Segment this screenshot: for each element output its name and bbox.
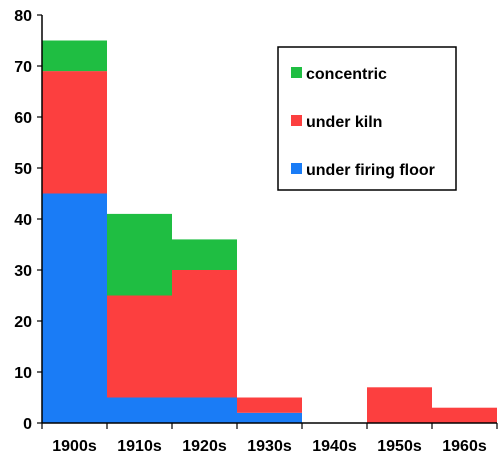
y-tick-label: 10 bbox=[14, 365, 32, 382]
bar-under-firing-floor-1900s bbox=[42, 193, 107, 423]
y-tick-label: 60 bbox=[14, 110, 32, 127]
legend-box bbox=[277, 46, 457, 191]
x-tick-label: 1930s bbox=[247, 438, 292, 455]
bar-under-firing-floor-1930s bbox=[237, 412, 302, 423]
y-tick-label: 50 bbox=[14, 161, 32, 178]
axes-layer: 0 10 20 30 40 50 60 70 80 1900s 1910s 1920s 1930s 194… bbox=[14, 8, 498, 455]
bar-under-kiln-1910s bbox=[107, 295, 172, 398]
bar-under-kiln-1900s bbox=[42, 71, 107, 194]
legend: concentric under kiln under firing floor bbox=[277, 46, 457, 191]
x-tick-label: 1900s bbox=[52, 438, 97, 455]
legend-label-under-firing-floor: under firing floor bbox=[306, 162, 435, 179]
bars-layer bbox=[42, 40, 497, 423]
bar-under-kiln-1950s bbox=[367, 387, 432, 423]
y-tick-label: 70 bbox=[14, 59, 32, 76]
bar-concentric-1910s bbox=[107, 213, 172, 296]
y-tick-label: 80 bbox=[14, 8, 32, 25]
x-tick-label: 1960s bbox=[442, 438, 487, 455]
bar-under-kiln-1920s bbox=[172, 270, 237, 398]
bar-under-kiln-1930s bbox=[237, 397, 302, 413]
y-tick-label: 0 bbox=[23, 416, 32, 433]
bar-concentric-1920s bbox=[172, 239, 237, 270]
x-tick-label: 1910s bbox=[117, 438, 162, 455]
legend-swatch-concentric bbox=[291, 67, 302, 78]
x-tick-label: 1920s bbox=[182, 438, 227, 455]
legend-label-concentric: concentric bbox=[306, 66, 387, 83]
legend-swatch-under-kiln bbox=[291, 115, 302, 126]
x-tick-label: 1940s bbox=[312, 438, 357, 455]
x-tick-label: 1950s bbox=[377, 438, 422, 455]
y-tick-label: 20 bbox=[14, 314, 32, 331]
y-tick-label: 30 bbox=[14, 263, 32, 280]
legend-swatch-under-firing-floor bbox=[291, 163, 302, 174]
bar-under-firing-floor-1920s bbox=[172, 397, 237, 423]
y-tick-label: 40 bbox=[14, 212, 32, 229]
bar-concentric-1900s bbox=[42, 40, 107, 72]
bar-under-firing-floor-1910s bbox=[107, 397, 172, 423]
legend-label-under-kiln: under kiln bbox=[306, 114, 382, 131]
bar-under-kiln-1960s bbox=[432, 407, 497, 423]
